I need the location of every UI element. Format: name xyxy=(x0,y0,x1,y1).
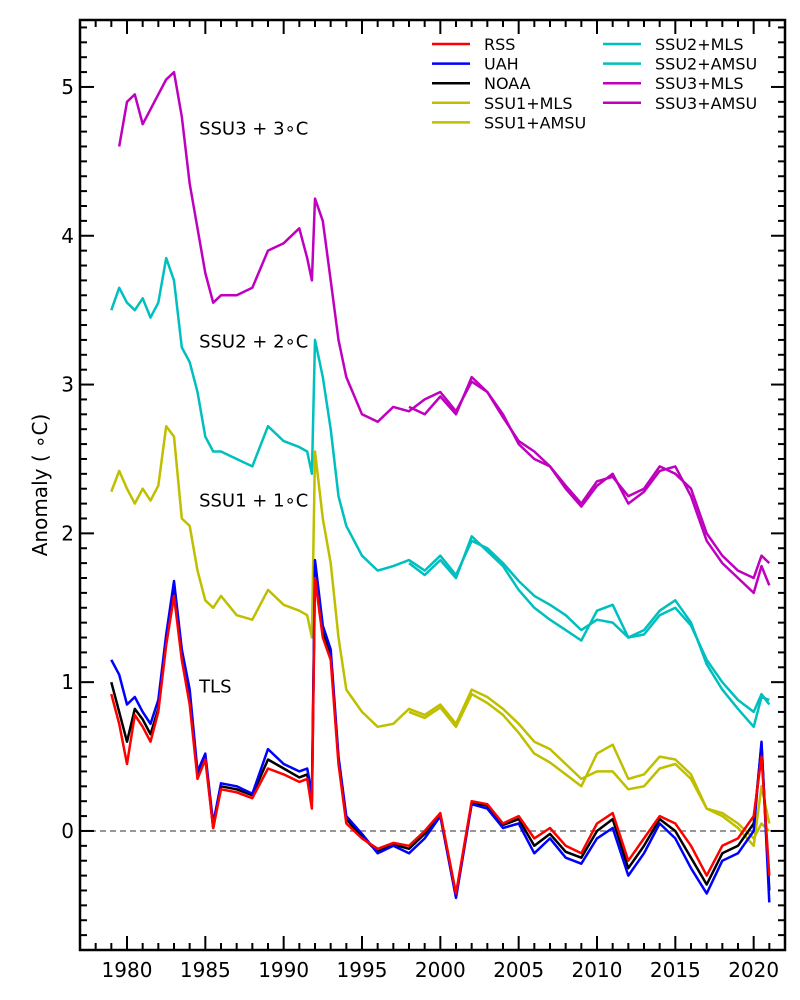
legend-label: SSU1+MLS xyxy=(484,94,572,113)
legend-label: UAH xyxy=(484,55,519,74)
legend-label: SSU2+MLS xyxy=(655,35,743,54)
y-tick-label: 3 xyxy=(61,373,74,397)
series-lines xyxy=(110,70,771,903)
series-annotation: TLS xyxy=(198,677,231,698)
series-line-noaa xyxy=(110,564,771,897)
series-annotation: SSU2 + 2∘C xyxy=(199,331,308,352)
plot-frame xyxy=(78,18,787,952)
axis-ticks: 1980 1985 1990 1995 2000 2005 2010 2015 2020 0 1 2 3… xyxy=(61,20,785,982)
legend-label: SSU2+AMSU xyxy=(655,55,757,74)
x-tick-label: 1990 xyxy=(258,958,309,982)
x-tick-label: 2000 xyxy=(415,958,466,982)
y-tick-label: 0 xyxy=(61,819,74,843)
series-line-ssu1-mls xyxy=(110,424,771,840)
legend-label: SSU3+AMSU xyxy=(655,94,757,113)
legend-label: SSU1+AMSU xyxy=(484,113,586,132)
series-line-ssu3-amsu xyxy=(408,375,771,595)
series-annotation: SSU1 + 1∘C xyxy=(199,491,308,512)
y-axis-label: Anomaly ( ∘C) xyxy=(28,414,52,557)
x-tick-label: 1980 xyxy=(102,958,153,982)
series-line-rss xyxy=(110,576,771,895)
annotations: SSU3 + 3∘C SSU2 + 2∘C SSU1 + 1∘C TLS xyxy=(198,119,308,698)
series-line-ssu1-amsu xyxy=(408,692,771,848)
legend-label: SSU3+MLS xyxy=(655,74,743,93)
series-line-ssu2-mls xyxy=(110,256,771,714)
x-tick-label: 2010 xyxy=(572,958,623,982)
x-tick-label: 2005 xyxy=(493,958,544,982)
y-tick-label: 1 xyxy=(61,670,74,694)
y-tick-label: 4 xyxy=(61,224,74,248)
x-tick-label: 1985 xyxy=(180,958,231,982)
legend-label: NOAA xyxy=(484,74,531,93)
series-annotation: SSU3 + 3∘C xyxy=(199,119,308,140)
x-tick-label: 2020 xyxy=(728,958,779,982)
series-line-ssu3-mls xyxy=(117,70,771,580)
series-line-uah xyxy=(110,558,771,903)
series-line-ssu2-amsu xyxy=(408,535,770,729)
x-tick-label: 1995 xyxy=(337,958,388,982)
axes-frame xyxy=(78,18,787,952)
y-tick-label: 5 xyxy=(61,75,74,99)
y-tick-label: 2 xyxy=(61,521,74,545)
legend-label: RSS xyxy=(484,35,515,54)
plot-area xyxy=(80,70,785,903)
x-tick-label: 2015 xyxy=(650,958,701,982)
